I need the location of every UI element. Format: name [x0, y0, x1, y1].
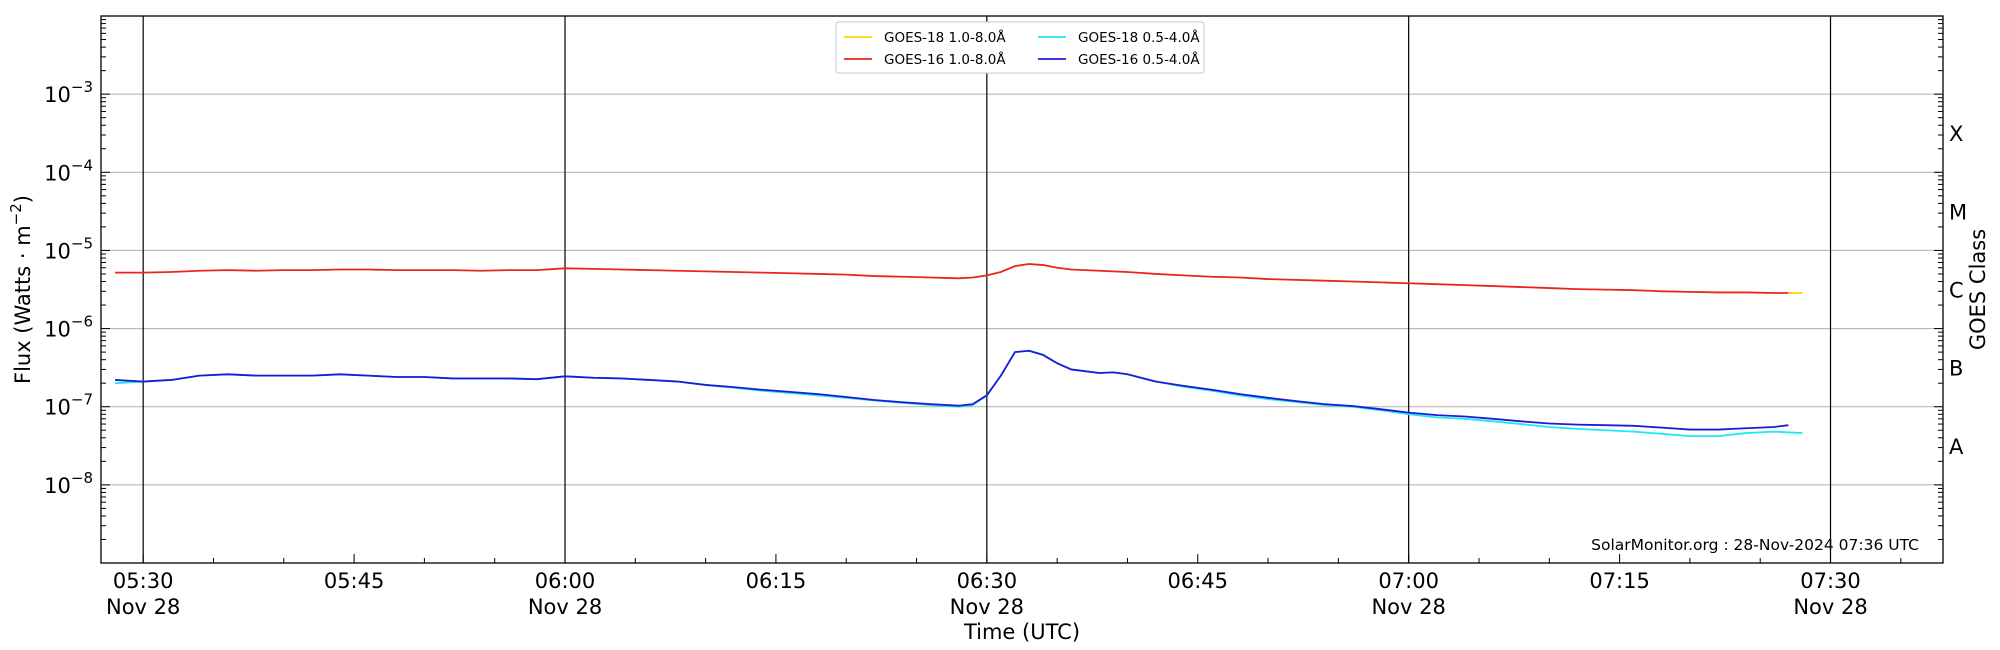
goes-class-label: C	[1949, 279, 1964, 303]
goes-class-label: X	[1949, 122, 1963, 146]
goes-class-label: A	[1949, 435, 1964, 459]
legend-box	[835, 21, 1205, 74]
watermark-annotation: SolarMonitor.org : 28-Nov-2024 07:36 UTC	[1591, 536, 1919, 554]
y-tick-label: 10−3	[44, 78, 93, 107]
x-tick-label: 07:00	[1378, 569, 1439, 593]
plot-frame	[100, 15, 1944, 564]
y-tick-label: 10−4	[44, 156, 93, 185]
y-tick-label: 10−6	[44, 313, 93, 342]
y-tick-label: 10−7	[44, 391, 93, 420]
x-tick-date-label: Nov 28	[1371, 595, 1445, 619]
x-tick-label: 07:30	[1800, 569, 1861, 593]
series-line	[115, 263, 1789, 294]
x-tick-date-label: Nov 28	[106, 595, 180, 619]
legend-label: GOES-18 0.5-4.0Å	[1078, 29, 1200, 46]
series-layer	[115, 263, 1803, 438]
y-tick-label: 10−8	[44, 469, 93, 498]
x-tick-label: 05:45	[324, 569, 385, 593]
goes-class-label: M	[1949, 200, 1967, 224]
goes-class-axis-title: GOES Class	[1966, 229, 1990, 350]
goes-class-label: B	[1949, 357, 1963, 381]
legend-label: GOES-16 1.0-8.0Å	[884, 51, 1006, 68]
legend-label: GOES-18 1.0-8.0Å	[884, 29, 1006, 46]
grid-layer	[101, 93, 1943, 486]
day-marker-lines	[142, 16, 1832, 563]
legend: GOES-18 1.0-8.0Å GOES-16 1.0-8.0Å GOES-18 …	[835, 21, 1205, 74]
x-tick-label: 06:45	[1167, 569, 1228, 593]
x-tick-date-label: Nov 28	[528, 595, 602, 619]
legend-label: GOES-16 0.5-4.0Å	[1078, 51, 1200, 68]
goes-class-axis: A B C M X	[1949, 122, 1967, 459]
x-tick-label: 05:30	[113, 569, 174, 593]
x-tick-label: 06:15	[746, 569, 807, 593]
x-tick-date-label: Nov 28	[950, 595, 1024, 619]
x-tick-label: 07:15	[1589, 569, 1650, 593]
series-line	[115, 349, 1789, 431]
y-tick-label: 10−5	[44, 234, 93, 263]
x-axis-title: Time (UTC)	[963, 620, 1080, 644]
x-tick-label: 06:30	[957, 569, 1018, 593]
x-tick-date-label: Nov 28	[1793, 595, 1867, 619]
y-axis: 10−8 10−7 10−6 10−5 10−4 10−3	[44, 19, 1943, 564]
x-tick-label: 06:00	[535, 569, 596, 593]
y-axis-title: Flux (Watts · m−2)	[7, 195, 35, 384]
